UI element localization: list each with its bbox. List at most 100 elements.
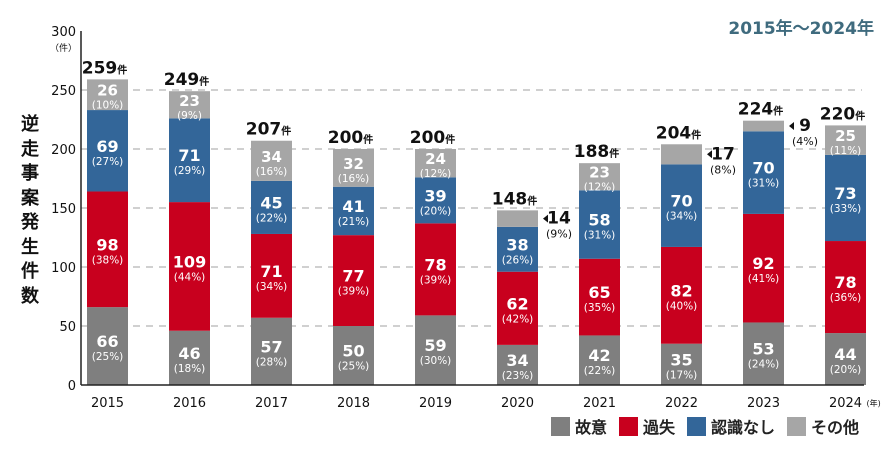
y-tick-label: 300 [51,25,76,40]
segment-percent-label: (30%) [420,355,452,367]
bar-segment-2023-1 [743,213,784,323]
segment-value-label: 78 [834,273,856,292]
total-label: 220件 [820,104,866,124]
y-tick-label: 100 [51,261,76,276]
bar-segment-2024-2 [825,154,866,242]
segment-value-label: 44 [834,345,856,364]
segment-value-label: 53 [752,340,774,359]
total-label: 188件 [574,142,620,162]
legend-label-other: その他 [811,418,860,437]
segment-percent-label: (26%) [502,254,534,266]
bar-segment-2015-3 [87,79,128,111]
bar-segment-2017-3 [251,140,292,181]
segment-value-label: 65 [588,283,610,302]
segment-percent-label: (21%) [338,216,370,228]
segment-percent-label: (41%) [748,273,780,285]
segment-percent-label: (12%) [420,168,452,180]
segment-percent-label: (44%) [174,271,206,283]
segment-percent-label: (27%) [92,156,124,168]
bar-segment-2016-1 [169,202,210,331]
bar-segment-2018-2 [333,186,374,236]
segment-percent-label: (17%) [666,369,698,381]
segment-value-label: 32 [343,155,364,173]
legend-item-negligence: 過失 [619,414,675,438]
bar-segment-2023-3 [743,120,784,132]
total-label: 204件 [656,123,702,143]
segment-percent-label: (22%) [584,365,616,377]
segment-percent-label: (29%) [174,165,206,177]
segment-percent-label: (40%) [666,300,698,312]
segment-percent-label: (39%) [338,286,370,298]
segment-value-label: 34 [261,148,282,166]
segment-value-label: 35 [670,350,692,369]
bar-segment-2020-1 [497,271,538,345]
total-label: 207件 [246,120,292,140]
total-label: 200件 [328,128,374,148]
bar-segment-2024-3 [825,125,866,155]
bar-segment-2024-0 [825,333,866,385]
segment-value-label: 24 [425,150,446,168]
segment-value-label: 66 [96,332,118,351]
x-unit-label: (年) [867,398,881,408]
legend-swatch-intentional [551,416,570,436]
segment-value-label: 57 [260,337,282,356]
bar-segment-2022-1 [661,246,702,344]
bar-segment-2019-2 [415,177,456,224]
segment-percent-label: (16%) [256,166,288,178]
x-tick-label: 2015 [91,396,124,411]
segment-percent-label: (28%) [256,356,288,368]
bar-segment-2016-2 [169,118,210,203]
x-tick-label: 2020 [501,396,534,411]
segment-value-label: 34 [506,351,528,370]
y-tick-label: 50 [59,320,76,335]
bar-segment-2018-3 [333,149,374,187]
outside-percent-label: (4%) [792,135,818,148]
bar-segment-2017-0 [251,317,292,385]
segment-percent-label: (24%) [748,359,780,371]
bar-segment-2020-0 [497,344,538,385]
segment-value-label: 45 [260,193,282,212]
segment-percent-label: (20%) [830,364,862,376]
segment-value-label: 25 [835,127,856,145]
segment-percent-label: (25%) [92,351,124,363]
x-tick-label: 2023 [747,396,780,411]
bar-segment-2019-1 [415,223,456,316]
period-label: 2015年～2024年 [728,19,874,39]
legend-swatch-other [787,416,807,436]
bar-segment-2017-1 [251,233,292,318]
x-tick-label: 2016 [173,396,206,411]
segment-percent-label: (39%) [420,274,452,286]
bar-segment-2023-0 [743,322,784,385]
y-tick-label: 200 [51,143,76,158]
segment-value-label: 109 [173,252,206,271]
segment-value-label: 62 [506,294,528,313]
segment-value-label: 98 [96,235,118,254]
segment-percent-label: (25%) [338,361,370,373]
bar-segment-2021-2 [579,190,620,259]
segment-value-label: 70 [752,159,774,178]
x-tick-label: 2018 [337,396,370,411]
segment-value-label: 78 [424,255,446,274]
segment-percent-label: (9%) [177,110,202,122]
segment-value-label: 38 [506,235,528,254]
legend-item-unaware: 認識なし [687,414,775,438]
segment-value-label: 58 [588,211,610,230]
segment-value-label: 59 [424,336,446,355]
legend-label-negligence: 過失 [643,418,676,437]
segment-percent-label: (18%) [174,363,206,375]
segment-value-label: 71 [178,146,200,165]
outside-percent-label: (9%) [546,228,572,241]
segment-value-label: 92 [752,254,774,273]
bar-segment-2019-0 [415,315,456,385]
bar-segment-2021-1 [579,258,620,336]
segment-percent-label: (34%) [256,281,288,293]
outside-value-label: 17 [711,144,735,164]
segment-percent-label: (42%) [502,313,534,325]
segment-value-label: 41 [342,197,364,216]
segment-percent-label: (34%) [666,211,698,223]
bar-segment-2021-3 [579,163,620,191]
total-label: 249件 [164,70,210,90]
y-tick-label: 150 [51,202,76,217]
segment-value-label: 82 [670,281,692,300]
bar-segment-2021-0 [579,335,620,385]
